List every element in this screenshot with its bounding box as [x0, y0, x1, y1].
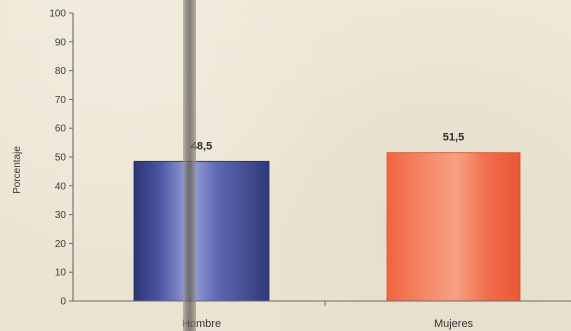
- y-tick-label: 60: [55, 124, 67, 135]
- bar-labels: 48,5 51,5: [191, 132, 464, 153]
- bar: [133, 160, 270, 302]
- bars: [133, 152, 521, 302]
- y-tick-label: 50: [55, 153, 67, 164]
- y-tick-label: 0: [60, 297, 66, 308]
- y-axis-title: Porcentaje: [12, 146, 23, 194]
- y-tick-label: 30: [55, 210, 67, 221]
- y-tick-label: 90: [55, 37, 67, 48]
- bar-value-label: 48,5: [191, 140, 212, 152]
- scan-shadow-stripe: [183, 0, 196, 331]
- y-tick-label: 40: [55, 181, 67, 192]
- bar-value-label: 51,5: [443, 132, 464, 144]
- x-axis: Hombre Mujeres: [73, 300, 571, 330]
- y-tick-label: 70: [55, 95, 67, 106]
- y-tick-label: 100: [49, 9, 66, 20]
- y-tick-label: 10: [55, 268, 67, 279]
- bar: [386, 152, 521, 302]
- x-category-label: Mujeres: [434, 318, 474, 330]
- y-tick-label: 20: [55, 239, 67, 250]
- y-tick-label: 80: [55, 66, 67, 77]
- y-axis: 0 10 20 30 40 50 60 70 80 90 100: [49, 9, 74, 308]
